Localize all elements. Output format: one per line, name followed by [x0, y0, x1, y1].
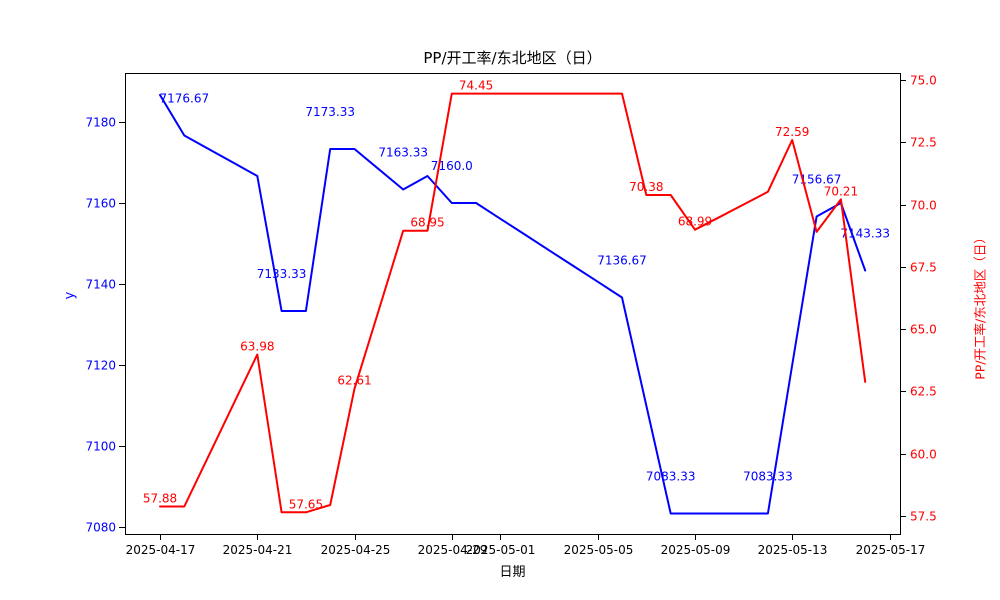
y-left-tick-label: 7180	[85, 116, 116, 130]
y-right-tick-label: 57.5	[910, 510, 937, 524]
x-tick-label: 2025-04-29	[418, 543, 488, 557]
series-line-right	[159, 92, 867, 514]
point-label-left: 7176.67	[159, 92, 209, 106]
point-label-right: 68.99	[678, 215, 712, 229]
point-label-right: 57.88	[143, 492, 177, 506]
plot-border	[125, 73, 901, 535]
y-right-tick-label: 75.0	[910, 74, 937, 88]
y-right-tick-label: 70.0	[910, 199, 937, 213]
x-tick-label: 2025-04-25	[321, 543, 391, 557]
y-right-tick-label: 62.5	[910, 385, 937, 399]
point-label-left: 7136.67	[597, 254, 647, 268]
point-label-left: 7083.33	[743, 470, 793, 484]
y-left-tick-label: 7080	[85, 521, 116, 535]
y-left-tick-label: 7120	[85, 359, 116, 373]
point-label-right: 72.59	[775, 125, 809, 139]
x-tick-label: 2025-04-17	[126, 543, 196, 557]
point-label-right: 62.61	[337, 374, 371, 388]
point-label-right: 70.38	[629, 180, 663, 194]
point-label-left: 7143.33	[840, 227, 890, 241]
point-label-left: 7163.33	[378, 146, 428, 160]
x-tick-label: 2025-05-17	[856, 543, 926, 557]
point-label-left: 7173.33	[305, 105, 355, 119]
y-right-tick-label: 60.0	[910, 448, 937, 462]
x-tick-label: 2025-05-01	[466, 543, 536, 557]
point-label-right: 57.65	[289, 497, 323, 511]
point-label-right: 68.95	[410, 216, 444, 230]
y-left-tick-label: 7160	[85, 197, 116, 211]
point-label-right: 70.21	[824, 184, 858, 198]
y-axis-left-label: y	[62, 291, 78, 300]
chart-title: PP/开工率/东北地区（日）	[423, 49, 602, 67]
y-right-tick-label: 65.0	[910, 323, 937, 337]
point-label-left: 7160.0	[431, 159, 473, 173]
x-tick-label: 2025-05-13	[758, 543, 828, 557]
point-label-left: 7133.33	[257, 267, 307, 281]
y-right-tick-label: 72.5	[910, 136, 937, 150]
point-label-right: 74.45	[459, 79, 493, 93]
point-label-left: 7083.33	[646, 470, 696, 484]
x-tick-label: 2025-05-09	[661, 543, 731, 557]
series-line-left	[159, 94, 867, 515]
point-label-right: 63.98	[240, 340, 274, 354]
y-left-tick-label: 7140	[85, 278, 116, 292]
y-axis-right-label: PP/开工率/东北地区（日）	[972, 231, 988, 380]
x-tick-label: 2025-05-05	[564, 543, 634, 557]
y-left-tick-label: 7100	[85, 440, 116, 454]
x-axis-label: 日期	[499, 565, 526, 580]
x-tick-label: 2025-04-21	[223, 543, 293, 557]
y-right-tick-label: 67.5	[910, 261, 937, 275]
